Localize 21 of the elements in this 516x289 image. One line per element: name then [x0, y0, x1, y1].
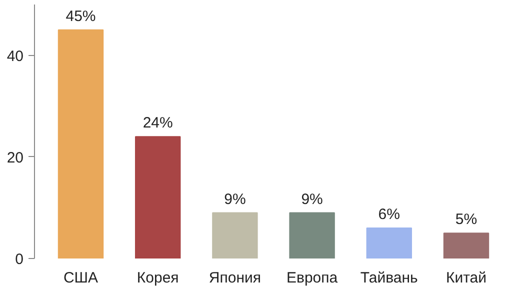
bar [134, 136, 181, 258]
x-tick-label: Япония [208, 270, 262, 286]
bar [289, 212, 335, 258]
data-label: 5% [455, 211, 478, 228]
y-tick-label: 40 [6, 48, 24, 65]
bar [212, 212, 258, 258]
data-label: 24% [142, 114, 173, 132]
data-label: 6% [378, 206, 400, 224]
x-tick-label: Корея [136, 270, 179, 286]
bar [366, 228, 412, 258]
bar [443, 232, 490, 258]
data-label: 9% [224, 190, 246, 208]
y-tick-label: 0 [15, 251, 24, 268]
data-label: 45% [66, 8, 96, 25]
x-tick-label: Китай [446, 270, 487, 286]
bar [58, 29, 104, 258]
x-tick-label: США [63, 270, 98, 286]
x-tick-label: Европа [286, 270, 338, 286]
y-tick-label: 20 [6, 149, 24, 166]
data-label: 9% [301, 190, 323, 208]
x-tick-label: Тайвань [360, 270, 418, 286]
